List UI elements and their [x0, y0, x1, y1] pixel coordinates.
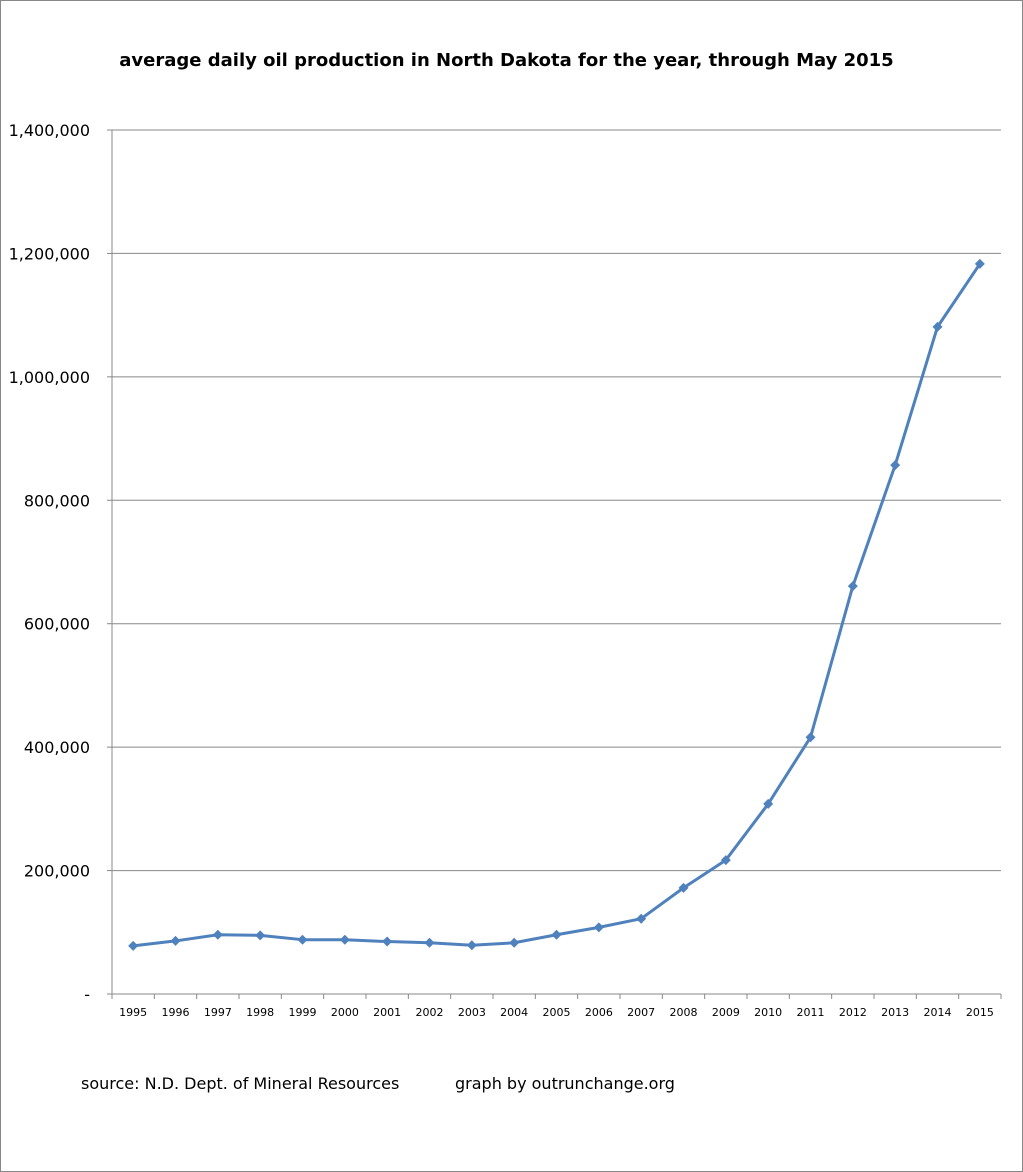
y-tick-label: 800,000 — [24, 491, 90, 510]
x-tick-label: 2011 — [797, 1006, 825, 1019]
x-tick-label: 2005 — [543, 1006, 571, 1019]
y-tick-label: - — [84, 985, 90, 1004]
data-point-2006 — [593, 922, 604, 933]
x-tick-label: 1999 — [289, 1006, 317, 1019]
x-tick-label: 1998 — [246, 1006, 274, 1019]
data-point-2001 — [382, 936, 393, 947]
chart-title: average daily oil production in North Da… — [119, 50, 894, 71]
x-tick-label: 2002 — [416, 1006, 444, 1019]
series-line — [132, 263, 982, 948]
data-point-1995 — [128, 940, 139, 951]
x-tick-label: 2013 — [881, 1006, 909, 1019]
x-tick-label: 2010 — [754, 1006, 782, 1019]
data-point-2007 — [636, 913, 647, 924]
x-tick-label: 2001 — [373, 1006, 401, 1019]
x-tick-label: 2008 — [670, 1006, 698, 1019]
data-point-2009 — [720, 855, 731, 866]
x-tick-label: 2003 — [458, 1006, 486, 1019]
x-tick-label: 1996 — [162, 1006, 190, 1019]
data-point-2000 — [339, 934, 350, 945]
data-point-2004 — [509, 937, 520, 948]
y-tick-label: 1,000,000 — [9, 368, 90, 387]
data-point-2012 — [847, 581, 858, 592]
data-point-2002 — [424, 937, 435, 948]
data-point-2014 — [932, 321, 943, 332]
y-tick-label: 1,400,000 — [9, 121, 90, 140]
credit-note: graph by outrunchange.org — [455, 1074, 675, 1093]
x-tick-label: 2006 — [585, 1006, 613, 1019]
x-tick-label: 2009 — [712, 1006, 740, 1019]
data-point-1998 — [255, 930, 266, 941]
data-point-1999 — [297, 934, 308, 945]
x-tick-label: 2000 — [331, 1006, 359, 1019]
y-tick-label: 600,000 — [24, 615, 90, 634]
data-point-2013 — [890, 460, 901, 471]
x-tick-label: 2007 — [627, 1006, 655, 1019]
x-tick-label: 1995 — [119, 1006, 147, 1019]
data-point-1997 — [212, 929, 223, 940]
x-tick-label: 2012 — [839, 1006, 867, 1019]
data-point-2003 — [466, 940, 477, 951]
x-tick-label: 2014 — [924, 1006, 952, 1019]
data-point-2010 — [763, 798, 774, 809]
data-point-2011 — [805, 732, 816, 743]
y-tick-label: 400,000 — [24, 738, 90, 757]
data-point-2008 — [678, 882, 689, 893]
y-tick-label: 200,000 — [24, 862, 90, 881]
y-tick-label: 1,200,000 — [9, 244, 90, 263]
x-tick-label: 1997 — [204, 1006, 232, 1019]
x-tick-label: 2004 — [500, 1006, 528, 1019]
x-tick-label: 2015 — [966, 1006, 994, 1019]
data-point-1996 — [170, 935, 181, 946]
data-point-2005 — [551, 929, 562, 940]
source-note: source: N.D. Dept. of Mineral Resources — [81, 1074, 400, 1093]
data-point-2015 — [974, 258, 985, 269]
